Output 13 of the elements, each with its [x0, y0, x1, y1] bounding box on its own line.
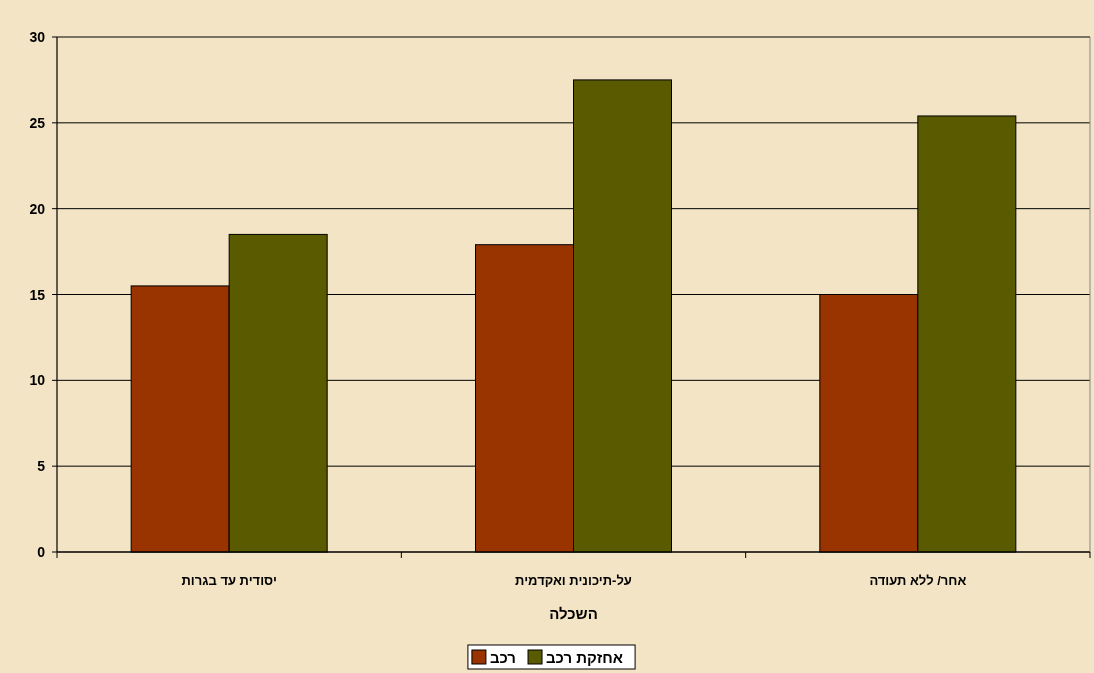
- y-tick-label: 30: [29, 29, 46, 45]
- x-tick-label: על-תיכונית ואקדמית: [515, 573, 632, 588]
- y-tick-label: 25: [29, 114, 46, 131]
- y-tick-label: 15: [29, 286, 46, 303]
- x-tick-label: יסודית עד בגרות: [181, 573, 277, 588]
- legend-label: רכב: [489, 649, 517, 666]
- y-tick-label: 0: [37, 544, 46, 560]
- legend-label: אחזקת רכב: [546, 649, 624, 666]
- x-tick-label: אחר/ ללא תעודה: [869, 573, 967, 588]
- y-tick-label: 5: [37, 458, 46, 475]
- x-axis-title: השכלה: [549, 605, 598, 622]
- y-tick-label: 10: [29, 372, 46, 389]
- y-tick-label: 20: [29, 200, 46, 217]
